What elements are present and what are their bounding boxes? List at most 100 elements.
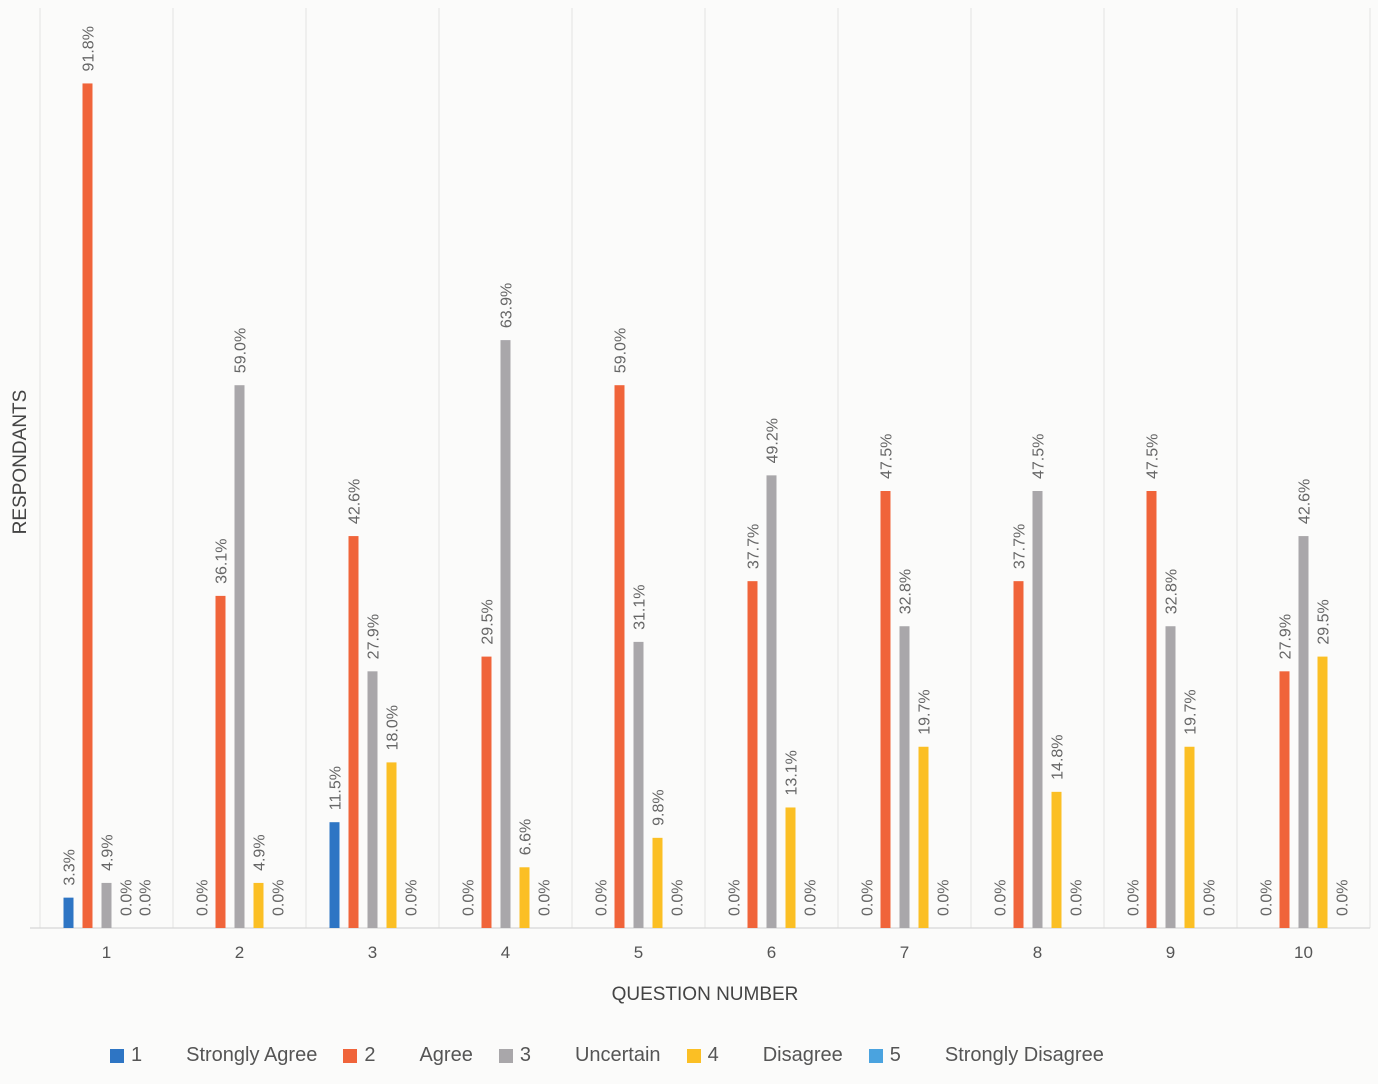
bar (253, 882, 264, 928)
bar (1279, 671, 1290, 928)
data-label: 0.0% (404, 880, 421, 916)
bar (1051, 791, 1062, 928)
legend-label-2: Agree (419, 1044, 473, 1066)
legend-swatch-4 (686, 1048, 701, 1063)
legend-label-4: Disagree (762, 1044, 843, 1066)
data-label: 91.8% (81, 26, 98, 71)
x-axis-title: QUESTION NUMBER (612, 984, 799, 1005)
legend-swatch-2 (343, 1048, 358, 1063)
data-label: 59.0% (613, 328, 630, 373)
bar (367, 671, 378, 928)
legend-swatch-3 (498, 1048, 513, 1063)
legend-key-4: 4 (707, 1044, 719, 1066)
legend-swatch-1 (110, 1048, 124, 1063)
data-label: 63.9% (499, 283, 516, 328)
legend-item-1: 1 Strongly Agree (110, 1044, 317, 1067)
bar (481, 656, 492, 928)
data-label: 0.0% (936, 880, 953, 916)
data-label: 0.0% (993, 880, 1010, 916)
data-label: 32.8% (1164, 569, 1181, 614)
x-tick-label: 8 (1033, 943, 1042, 962)
data-label: 0.0% (1126, 880, 1143, 916)
bar (614, 385, 625, 928)
data-label: 27.9% (366, 614, 383, 659)
data-label: 9.8% (651, 789, 668, 825)
bar-chart: 3.3%91.8%4.9%0.0% 0.0%10.0%36.1%59.0%4.9%… (10, 8, 1371, 1005)
legend-key-5: 5 (889, 1044, 901, 1066)
bar (747, 581, 758, 928)
bar (1184, 746, 1195, 928)
bar (1165, 626, 1176, 928)
bar (1146, 491, 1157, 928)
legend-item-4: 4 Disagree (686, 1044, 843, 1067)
data-label: 0.0% (195, 880, 212, 916)
bar (880, 491, 891, 928)
bar (82, 83, 93, 928)
data-label: 0.0% (670, 880, 687, 916)
data-label: 3.3% (62, 849, 79, 885)
data-label: 42.6% (347, 479, 364, 524)
data-label: 47.5% (1145, 434, 1162, 479)
data-label: 6.6% (518, 819, 535, 855)
legend-key-3: 3 (519, 1044, 531, 1066)
legend-label-1: Strongly Agree (186, 1044, 318, 1066)
legend-item-3: 3 Uncertain (498, 1044, 661, 1067)
y-axis-title: RESPONDANTS (10, 390, 31, 535)
bar (1298, 536, 1309, 928)
data-label: 0.0% (727, 880, 744, 916)
data-label: 0.0% (1069, 880, 1086, 916)
data-label: 4.9% (100, 834, 117, 870)
legend-label-3: Uncertain (574, 1044, 661, 1066)
legend-key-2: 2 (364, 1044, 376, 1066)
data-label: 27.9% (1278, 614, 1295, 659)
data-label: 0.0% (1259, 880, 1276, 916)
bar (1032, 491, 1043, 928)
bar (766, 475, 777, 928)
data-label: 49.2% (765, 418, 782, 463)
legend-item-5: 5 Strongly Disagree (868, 1044, 1104, 1067)
data-label: 29.5% (480, 599, 497, 644)
x-tick-label: 1 (102, 943, 111, 962)
bar (63, 897, 74, 928)
data-label: 0.0% (860, 880, 877, 916)
data-label: 0.0% (119, 880, 136, 916)
data-label: 32.8% (898, 569, 915, 614)
bar (1013, 581, 1024, 928)
data-label: 0.0% (1335, 880, 1352, 916)
x-tick-label: 5 (634, 943, 643, 962)
data-label: 0.0% (138, 880, 155, 916)
bar (386, 762, 397, 928)
data-label: 18.0% (385, 705, 402, 750)
x-tick-label: 4 (501, 943, 510, 962)
data-label: 37.7% (746, 524, 763, 569)
bar (329, 822, 340, 928)
data-label: 47.5% (879, 434, 896, 479)
data-label: 0.0% (1202, 880, 1219, 916)
data-label: 0.0% (803, 880, 820, 916)
bar (652, 837, 663, 928)
bar (785, 807, 796, 928)
bar (1317, 656, 1328, 928)
data-label: 11.5% (328, 766, 345, 810)
data-label: 31.1% (632, 585, 649, 630)
x-tick-label: 10 (1294, 943, 1313, 962)
legend: 1 Strongly Agree 2 Agree 3 Uncertain 4 D… (110, 1044, 1130, 1067)
data-label: 14.8% (1050, 734, 1067, 779)
data-label: 37.7% (1012, 524, 1029, 569)
data-label: 59.0% (233, 328, 250, 373)
bar (500, 340, 511, 928)
data-label: 0.0% (461, 880, 478, 916)
data-label: 4.9% (252, 834, 269, 870)
bar (519, 867, 530, 928)
bar (918, 746, 929, 928)
data-label: 42.6% (1297, 479, 1314, 524)
legend-item-2: 2 Agree (343, 1044, 473, 1067)
x-tick-label: 9 (1166, 943, 1175, 962)
x-tick-label: 6 (767, 943, 776, 962)
bar (633, 641, 644, 928)
data-label: 19.7% (917, 689, 934, 734)
data-label: 0.0% (537, 880, 554, 916)
data-label: 0.0% (594, 880, 611, 916)
legend-key-1: 1 (131, 1044, 143, 1066)
